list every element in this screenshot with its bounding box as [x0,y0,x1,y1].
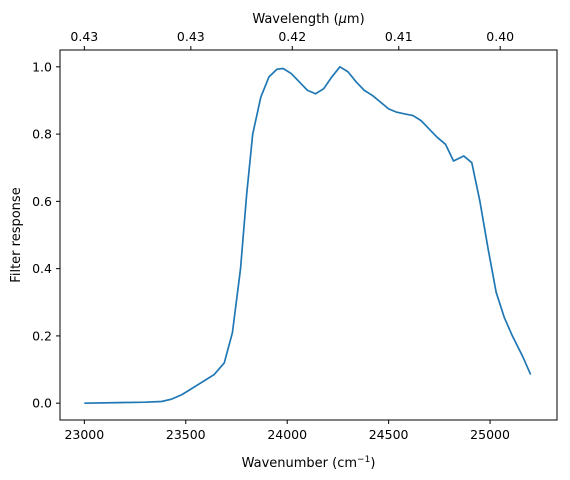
plot-frame [59,49,558,421]
y-tick-label-5: 1.0 [32,59,52,74]
top-axis-label-unit: m) [347,12,365,27]
y-axis-label: Filter response [9,187,24,282]
x-tick-label-23500: 23500 [166,427,206,442]
y-tick-label-1: 0.2 [32,328,52,343]
x-axis-label-close: ) [370,456,375,471]
x-axis-label: Wavenumber (cm−1) [242,455,376,471]
top-axis-label: Wavelength (μm) [252,12,364,27]
x-tick-label-24500: 24500 [369,427,409,442]
x-tick-label-24000: 24000 [267,427,307,442]
x-tick-label-23000: 23000 [64,427,104,442]
top-axis-label-mu: μ [338,12,347,27]
y-tick-label-3: 0.6 [32,194,52,209]
x-axis-label-superscript: −1 [357,455,370,465]
y-tick-label-2: 0.4 [32,261,52,276]
top-axis-label-text: Wavelength ( [252,12,338,27]
y-tick-label-0: 0.0 [32,396,52,411]
x-axis-label-text: Wavenumber (cm [242,456,357,471]
top-tick-label-2: 0.42 [278,29,306,44]
x-tick-label-25000: 25000 [470,427,510,442]
top-tick-label-0: 0.43 [70,29,98,44]
y-tick-label-4: 0.8 [32,127,52,142]
top-tick-label-3: 0.41 [385,29,413,44]
ticks-layer: 23000 23500 24000 24500 25000 0.0 0.2 0.4 0.6 0.8… [32,29,514,442]
top-tick-label-1: 0.43 [177,29,205,44]
top-tick-label-4: 0.40 [486,29,514,44]
filter-response-line [84,65,532,405]
